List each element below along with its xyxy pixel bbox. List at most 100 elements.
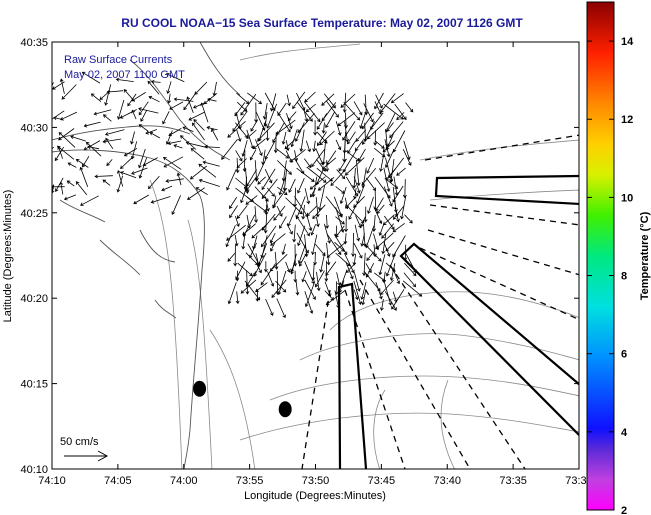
current-vector — [334, 241, 345, 252]
current-vector — [227, 252, 236, 262]
current-vector — [235, 215, 240, 228]
current-vector — [171, 195, 181, 215]
current-vector — [382, 214, 395, 226]
current-vector — [162, 156, 182, 170]
current-vector — [79, 166, 89, 187]
colorbar-tick-label: 10 — [621, 192, 633, 204]
current-vector — [276, 298, 286, 319]
current-vector — [265, 298, 274, 316]
current-vector — [236, 129, 242, 142]
current-vector — [266, 187, 275, 197]
current-vector — [271, 279, 287, 298]
current-vector — [275, 119, 296, 135]
x-tick-label: 74:00 — [170, 475, 198, 487]
current-vector — [326, 233, 342, 256]
current-vector — [75, 181, 88, 196]
current-vector — [236, 205, 248, 219]
current-vector — [246, 129, 257, 139]
current-vector — [317, 185, 325, 211]
current-vector — [102, 179, 111, 186]
current-vector — [375, 232, 394, 250]
current-vector — [270, 233, 286, 246]
current-vector — [52, 110, 65, 120]
current-vector — [393, 270, 401, 285]
current-vector — [321, 102, 337, 122]
colorbar-tick-label: 14 — [621, 36, 634, 48]
current-vector — [232, 111, 248, 132]
current-vector — [235, 261, 246, 280]
current-vector — [277, 160, 292, 175]
current-vector — [311, 176, 318, 198]
current-vector — [392, 130, 406, 153]
current-vector — [133, 194, 149, 205]
current-vector — [82, 155, 90, 168]
current-vector — [311, 148, 325, 168]
current-vector — [277, 270, 287, 296]
current-vector — [316, 271, 321, 292]
current-vector — [323, 223, 331, 244]
current-vector — [257, 176, 266, 185]
current-vector — [365, 177, 377, 191]
current-vector — [362, 223, 367, 247]
current-vector — [347, 131, 356, 145]
current-vector — [301, 271, 307, 283]
current-vector — [235, 291, 240, 305]
current-vector — [392, 222, 405, 233]
current-vector — [365, 263, 375, 278]
current-vector — [251, 224, 267, 239]
current-vector — [93, 109, 112, 116]
current-vector — [54, 146, 65, 162]
current-vector — [247, 92, 262, 105]
current-vector — [380, 93, 396, 113]
current-vector — [392, 185, 404, 203]
current-vector — [316, 113, 328, 130]
current-vector — [389, 121, 404, 139]
current-vector — [260, 263, 277, 286]
colorbar: 2 4 6 8 10 12 14 Temperature (°C) — [586, 1, 651, 515]
current-vector — [55, 177, 64, 192]
current-vector — [105, 137, 114, 150]
current-vector — [366, 157, 375, 174]
current-vector — [381, 223, 395, 239]
colorbar-tick-label: 2 — [621, 505, 627, 515]
current-vector — [319, 252, 326, 273]
current-vector — [392, 235, 406, 258]
x-tick-label: 73:50 — [302, 475, 330, 487]
current-vector — [226, 168, 237, 191]
current-vector — [60, 111, 78, 121]
current-vector — [297, 244, 306, 264]
current-vector — [376, 204, 385, 214]
current-vector — [257, 122, 275, 142]
current-vector — [252, 138, 266, 150]
boundary-lines — [337, 174, 579, 469]
current-vector — [140, 110, 147, 122]
current-vector — [365, 225, 375, 249]
current-vector — [336, 169, 346, 180]
current-vector — [301, 204, 306, 220]
current-vector — [44, 84, 51, 104]
current-vector — [240, 187, 247, 204]
current-vector — [236, 158, 247, 169]
current-vector — [63, 194, 77, 201]
current-vector — [344, 253, 355, 274]
current-vector — [363, 103, 374, 123]
current-vector — [404, 262, 417, 277]
current-vector — [333, 196, 343, 218]
x-tick-label: 73:35 — [499, 475, 527, 487]
current-vector — [148, 175, 160, 190]
current-vector — [270, 241, 276, 252]
current-vector — [337, 112, 356, 127]
current-vector — [383, 242, 391, 257]
current-vector — [386, 122, 394, 132]
colorbar-label: Temperature (°C) — [639, 211, 651, 300]
current-vector — [198, 178, 220, 187]
current-vector — [254, 206, 258, 223]
current-vector — [263, 214, 268, 234]
current-vector — [142, 157, 158, 167]
current-vector — [304, 91, 316, 103]
current-vector — [52, 81, 65, 90]
bathymetry-contours — [149, 43, 579, 469]
current-vector — [182, 126, 194, 132]
current-vector — [67, 162, 77, 168]
